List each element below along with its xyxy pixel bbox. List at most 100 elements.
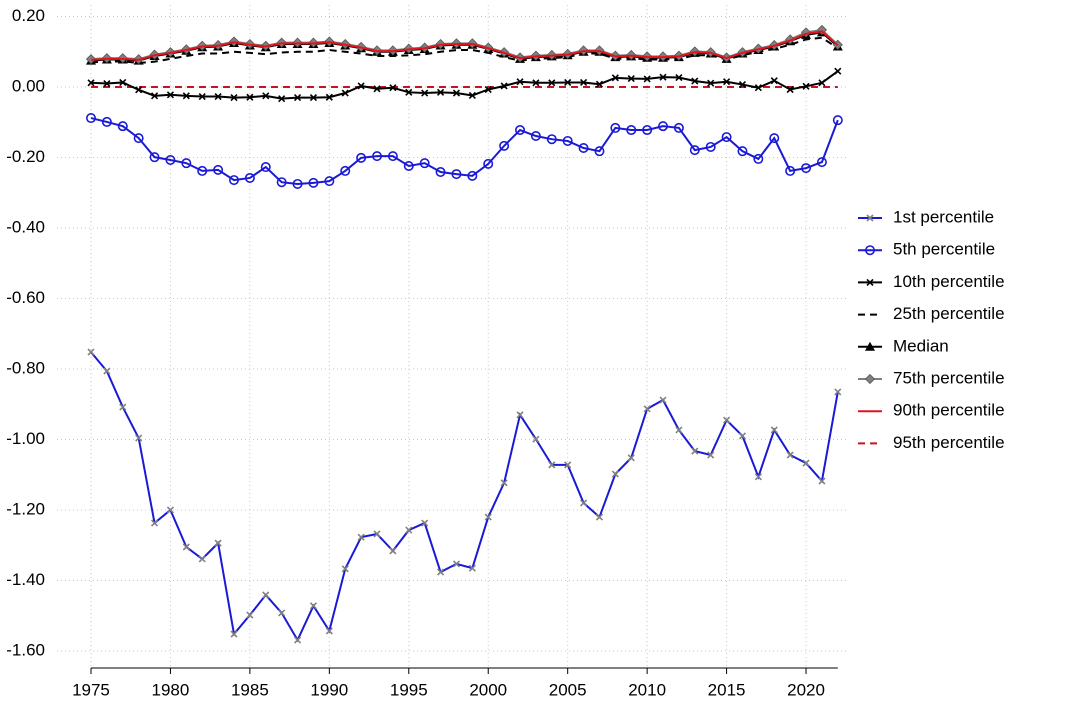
y-tick-label: -1.00 [6,429,45,448]
data-point [150,519,159,527]
data-point [499,140,510,151]
data-point [276,177,287,188]
data-point [580,78,588,87]
data-point [133,133,144,144]
data-point [309,94,318,102]
data-point [246,611,254,619]
legend-label: 1st percentile [893,207,994,226]
series-line [90,351,839,643]
data-point [705,141,716,152]
data-point [578,143,589,154]
data-point [87,348,95,356]
data-point [723,416,731,424]
data-point [214,539,222,547]
data-point [357,533,365,541]
data-point [643,405,651,413]
legend-label: 10th percentile [893,272,1005,291]
data-point [673,122,684,133]
data-point [483,158,494,169]
data-point [658,121,669,132]
y-tick-label: -1.40 [6,570,45,589]
legend-marker [864,245,875,256]
data-point [292,178,303,189]
data-point [85,113,96,124]
legend-marker [866,278,874,286]
data-point [467,170,478,181]
data-point [691,77,699,85]
x-tick-label: 1980 [152,680,190,699]
data-point [595,513,604,521]
data-point [452,560,461,568]
data-point [834,67,842,75]
data-point [468,564,476,572]
data-point [738,80,747,89]
y-tick-label: -1.60 [6,640,45,659]
data-point [119,78,127,87]
data-point [389,84,397,92]
data-point [691,447,699,455]
data-point [150,92,159,100]
data-point [659,396,667,404]
data-point [770,426,778,434]
data-point [737,146,748,157]
data-point [308,177,319,188]
x-tick-label: 2015 [708,680,746,699]
y-tick-label: -0.80 [6,358,45,377]
data-point [262,591,270,599]
data-point [405,526,413,534]
data-point [594,146,605,157]
legend-marker [866,214,874,222]
data-point [595,80,604,88]
data-point [580,499,588,507]
data-point [627,75,635,83]
data-point [626,125,637,136]
data-point [262,92,270,100]
y-tick-label: 0.00 [12,77,45,96]
data-point [500,479,508,487]
y-tick-label: -1.20 [6,499,45,518]
data-point [802,459,810,467]
data-point [548,461,556,469]
x-tick-label: 2005 [549,680,587,699]
legend-label: 95th percentile [893,433,1005,452]
data-point [198,92,206,101]
data-point [816,157,827,168]
data-point [373,530,381,538]
legend-marker [865,341,875,351]
data-point [87,79,95,87]
x-tick-label: 1975 [72,680,110,699]
data-point [546,134,557,145]
data-point [101,116,112,127]
data-point [801,163,812,174]
data-point [564,78,572,87]
data-point [802,82,810,90]
legend-label: 90th percentile [893,401,1005,420]
data-point [117,121,128,132]
data-point [230,94,238,102]
x-tick-label: 2000 [469,680,507,699]
data-point [452,89,461,97]
data-point [357,82,365,90]
data-point [197,165,208,176]
series-line [90,117,839,185]
data-point [119,403,127,411]
x-tick-label: 2010 [628,680,666,699]
data-point [818,79,826,87]
data-point [419,158,430,169]
data-point [832,115,843,126]
x-tick-label: 1990 [310,680,348,699]
data-point [723,78,731,86]
data-point [675,73,683,82]
data-point [834,388,842,396]
data-point [786,85,794,94]
data-point [405,88,413,96]
data-point [468,91,476,100]
data-point [309,602,318,610]
legend-label: Median [893,336,949,355]
data-point [516,78,524,86]
data-point [738,432,747,440]
data-point [373,85,381,93]
data-point [484,513,492,521]
data-point [627,454,635,462]
